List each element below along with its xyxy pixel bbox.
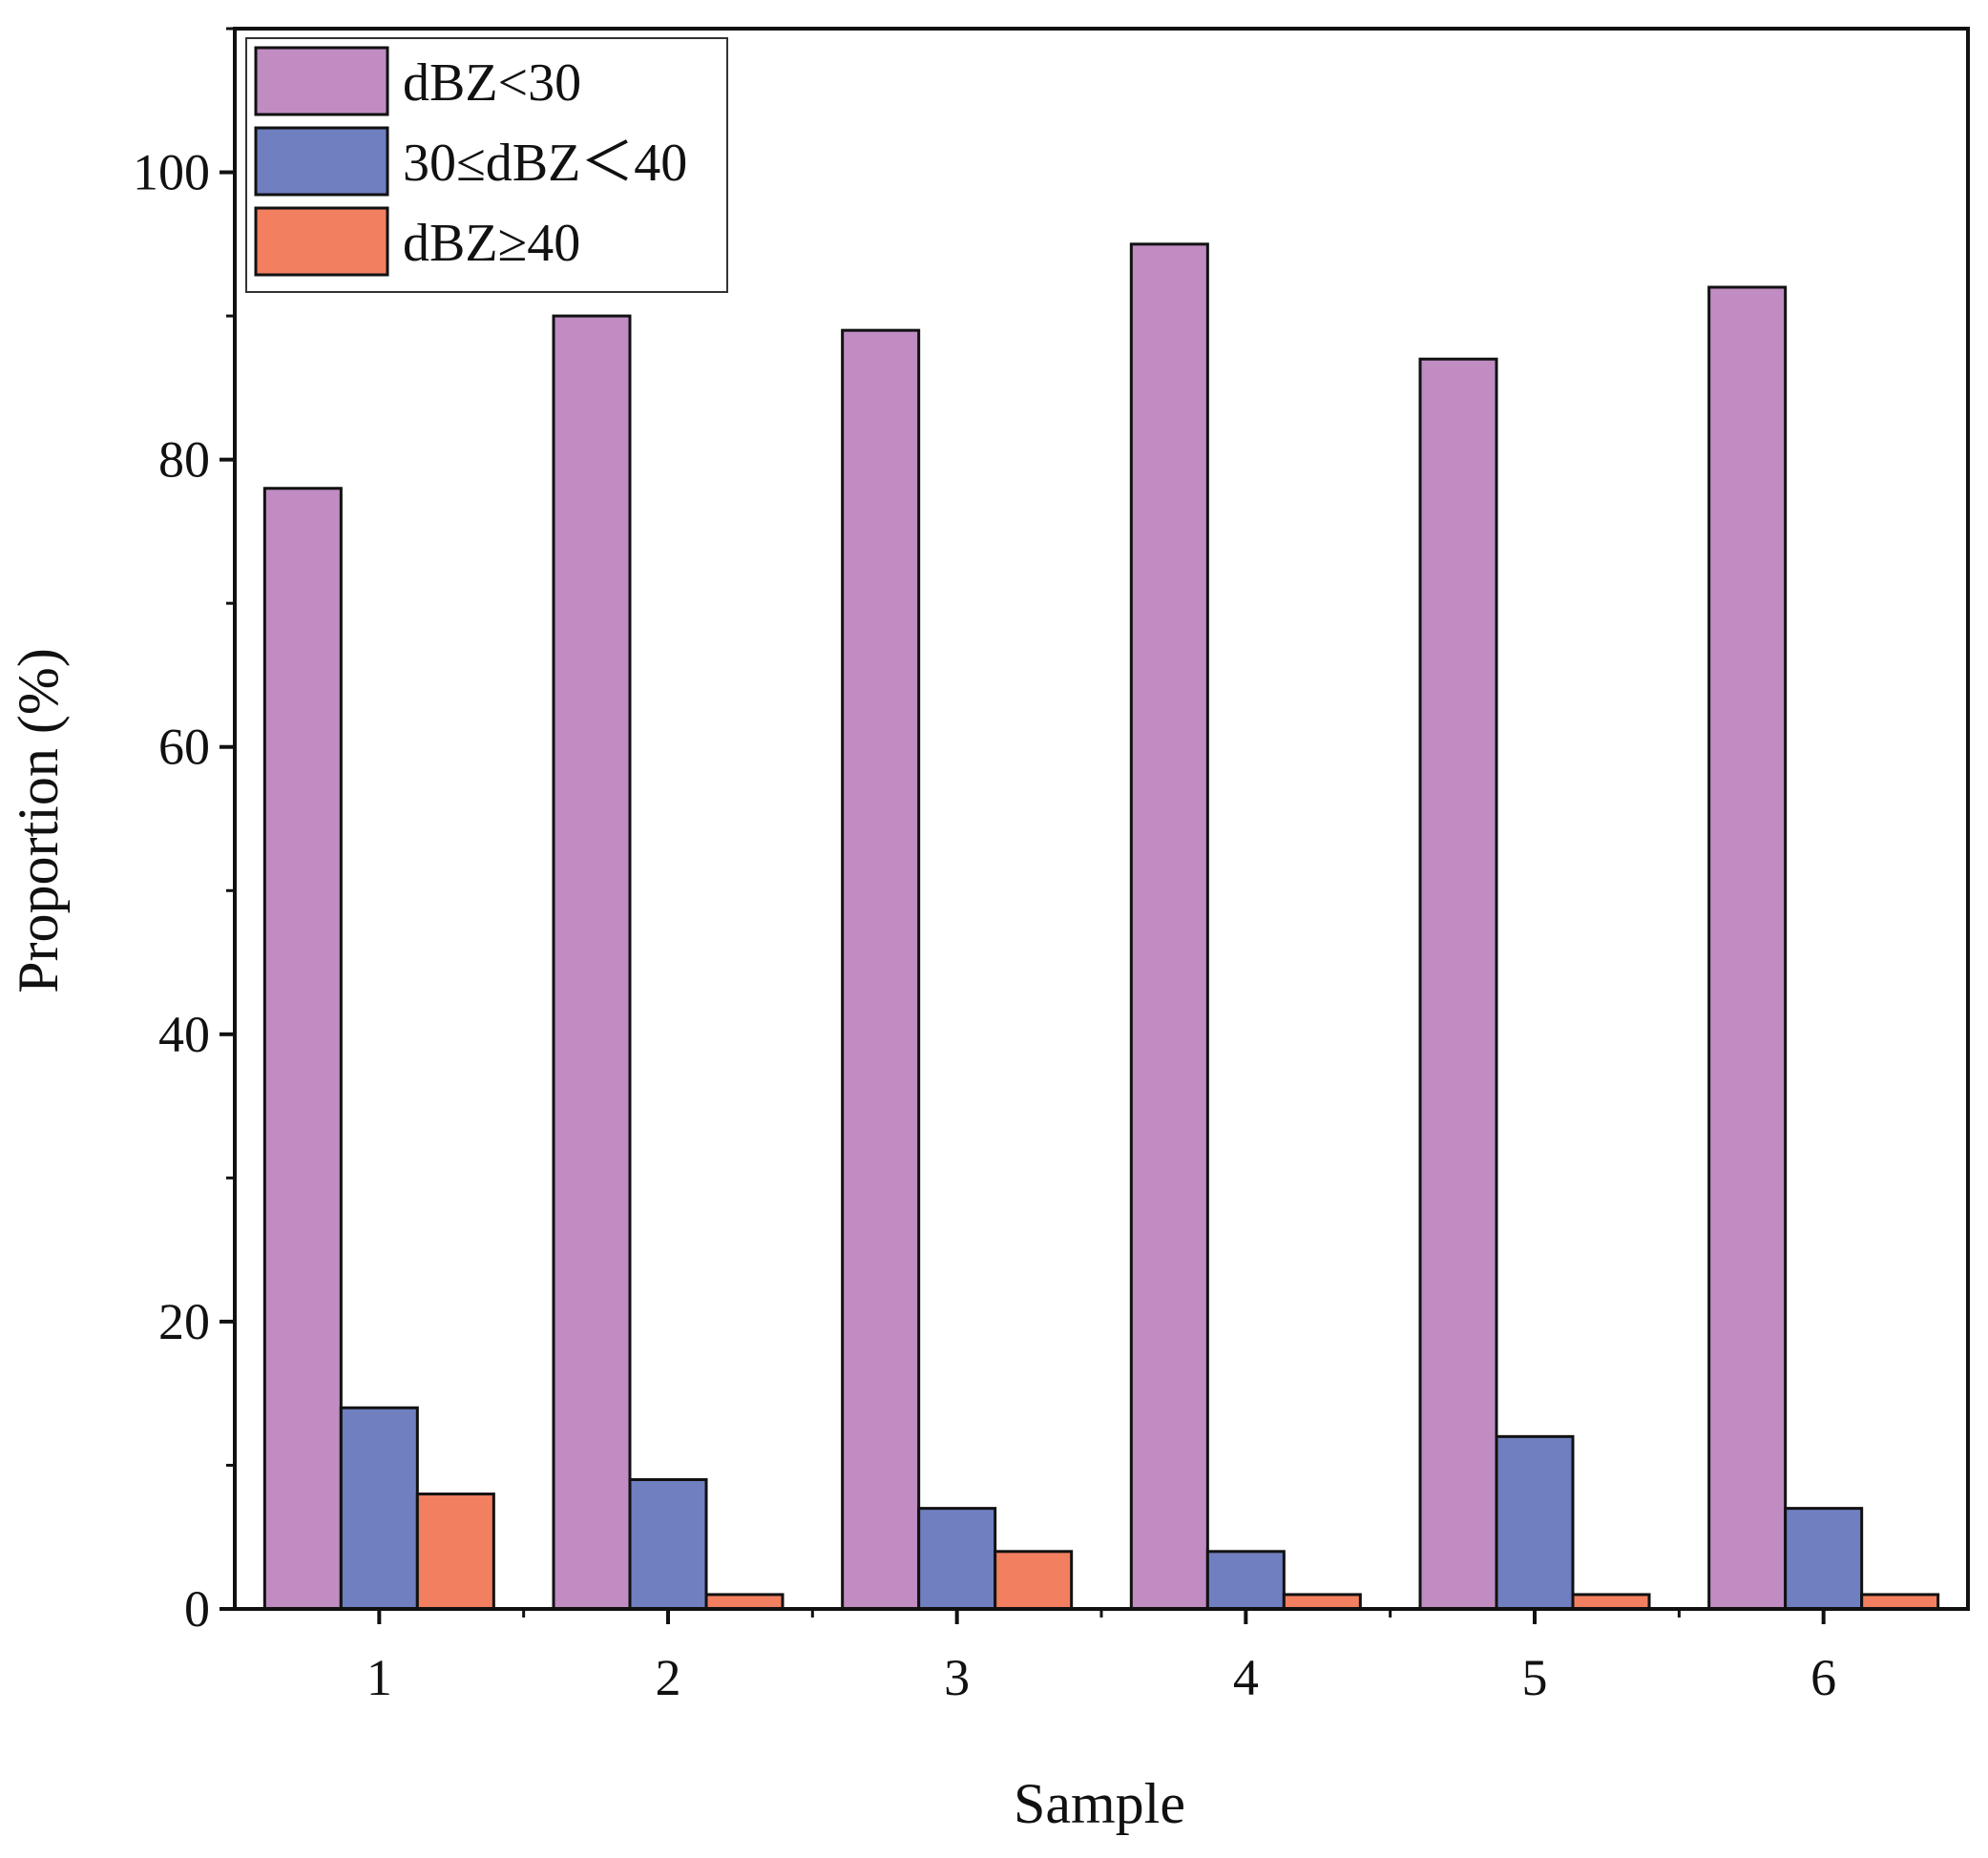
- bars-layer: [262, 242, 1940, 1611]
- bar-sample-5-series-1: [1418, 357, 1498, 1611]
- x-tick-label: 2: [656, 1649, 681, 1706]
- bar-sample-3-series-1: [841, 328, 921, 1611]
- bar-sample-4-series-2: [1205, 1550, 1286, 1611]
- legend-swatch: [254, 126, 389, 197]
- legend: dBZ<30 30≤dBZ＜40 dBZ≥40: [245, 37, 728, 293]
- bar-sample-5-series-3: [1571, 1593, 1651, 1611]
- bar-sample-3-series-2: [917, 1507, 997, 1611]
- legend-swatch: [254, 46, 389, 116]
- x-tick-label: 3: [944, 1649, 970, 1706]
- bar-sample-6-series-2: [1784, 1507, 1864, 1611]
- legend-label: 30≤dBZ＜40: [403, 134, 687, 193]
- bar-sample-6-series-1: [1707, 285, 1788, 1611]
- ticks-layer: 0 20 40 60 80 100 1 2 3 4 5 6: [133, 27, 1836, 1706]
- bar-sample-4-series-1: [1129, 242, 1209, 1611]
- bar-sample-1-series-3: [415, 1493, 495, 1611]
- bar-sample-4-series-3: [1282, 1593, 1362, 1611]
- bar-sample-1-series-2: [339, 1406, 419, 1611]
- x-tick-label: 5: [1522, 1649, 1548, 1706]
- bar-sample-2-series-2: [628, 1478, 708, 1611]
- y-tick-label: 60: [158, 719, 210, 776]
- bar-sample-6-series-3: [1860, 1593, 1940, 1611]
- x-tick-label: 6: [1810, 1649, 1836, 1706]
- y-axis-title: Proportion (%): [7, 648, 70, 993]
- legend-swatch: [254, 206, 389, 277]
- x-axis-title: Sample: [1014, 1772, 1185, 1835]
- y-tick-label: 80: [158, 431, 210, 489]
- x-tick-label: 4: [1233, 1649, 1259, 1706]
- bar-sample-2-series-3: [704, 1593, 785, 1611]
- bar-sample-3-series-3: [994, 1550, 1074, 1611]
- legend-label: dBZ≥40: [403, 214, 580, 273]
- y-tick-label: 100: [133, 144, 210, 201]
- x-tick-label: 1: [366, 1649, 392, 1706]
- bar-sample-1-series-1: [262, 487, 343, 1611]
- legend-label: dBZ<30: [403, 53, 581, 113]
- y-tick-label: 0: [184, 1580, 210, 1638]
- y-tick-label: 40: [158, 1006, 210, 1063]
- bar-sample-2-series-1: [552, 314, 632, 1611]
- bar-sample-5-series-2: [1495, 1434, 1575, 1611]
- y-tick-label: 20: [158, 1293, 210, 1350]
